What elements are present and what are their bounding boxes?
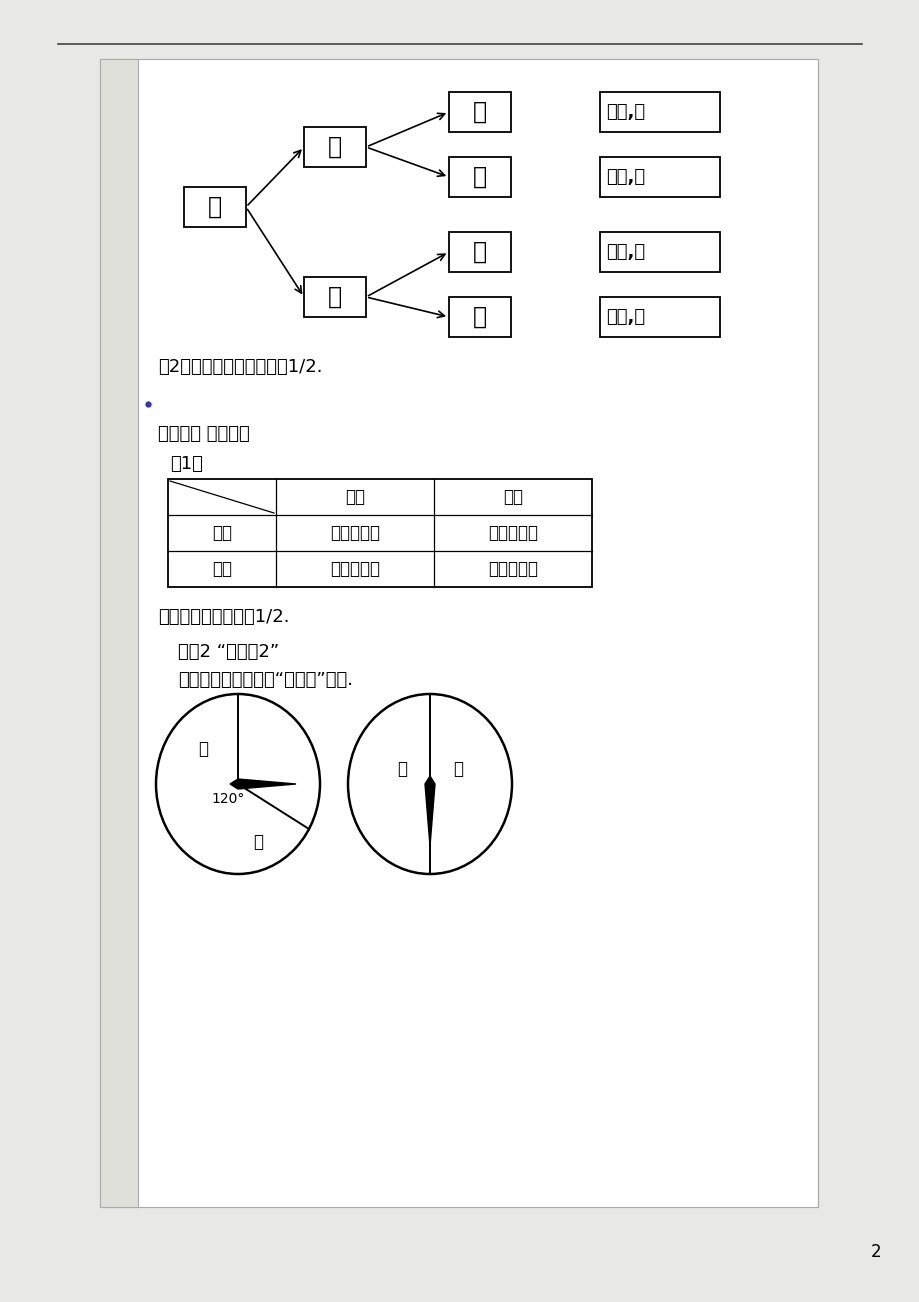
Bar	[303, 128, 366, 167]
Bar	[303, 277, 366, 316]
Bar	[448, 92, 510, 132]
Text: 蓝: 蓝	[472, 305, 486, 329]
Bar	[599, 92, 720, 132]
Text: （红,红: （红,红	[606, 103, 644, 121]
Text: 蓝色: 蓝色	[503, 488, 522, 506]
Text: 蓝: 蓝	[198, 740, 208, 758]
Text: 蓝: 蓝	[397, 760, 406, 779]
Text: 红: 红	[472, 240, 486, 264]
Text: （2）游戏者获胜的概率是1/2.: （2）游戏者获胜的概率是1/2.	[158, 358, 323, 376]
Text: 解法二： 借助表格: 解法二： 借助表格	[158, 424, 249, 443]
Text: 120°: 120°	[211, 792, 244, 806]
Polygon shape	[425, 776, 435, 846]
Bar	[599, 232, 720, 272]
Bar	[100, 59, 138, 1207]
Polygon shape	[230, 779, 296, 789]
Text: （红，红）: （红，红）	[330, 523, 380, 542]
Text: （蓝，蓝）: （蓝，蓝）	[487, 560, 538, 578]
Text: （红,蓝: （红,蓝	[606, 168, 644, 186]
Text: 红色: 红色	[345, 488, 365, 506]
Text: 蓝: 蓝	[472, 165, 486, 189]
Text: 红色: 红色	[211, 523, 232, 542]
Text: 用图所示的转盘进行“配紫色”游戏.: 用图所示的转盘进行“配紫色”游戏.	[177, 671, 353, 689]
Text: 红: 红	[327, 135, 342, 159]
Bar	[184, 187, 245, 227]
Text: 蓝色: 蓝色	[211, 560, 232, 578]
Bar	[599, 297, 720, 337]
Text: 蓝: 蓝	[327, 285, 342, 309]
Text: 2: 2	[869, 1243, 880, 1262]
Text: （红，蓝）: （红，蓝）	[487, 523, 538, 542]
Text: （蓝,蓝: （蓝,蓝	[606, 309, 644, 326]
Text: 红: 红	[472, 100, 486, 124]
Bar	[100, 59, 817, 1207]
Text: 游戏2 “配紫色2”: 游戏2 “配紫色2”	[177, 643, 279, 661]
Text: 游戏者获胜的概率是1/2.: 游戏者获胜的概率是1/2.	[158, 608, 289, 626]
Text: （1）: （1）	[170, 454, 203, 473]
Text: 开: 开	[208, 195, 221, 219]
Bar	[448, 158, 510, 197]
Bar	[448, 232, 510, 272]
Ellipse shape	[347, 694, 512, 874]
Ellipse shape	[156, 694, 320, 874]
Text: 红: 红	[452, 760, 462, 779]
Bar	[599, 158, 720, 197]
Text: （蓝,红: （蓝,红	[606, 243, 644, 260]
Bar	[448, 297, 510, 337]
Bar	[168, 479, 591, 587]
Text: （蓝，红）: （蓝，红）	[330, 560, 380, 578]
Text: 红: 红	[253, 833, 263, 852]
